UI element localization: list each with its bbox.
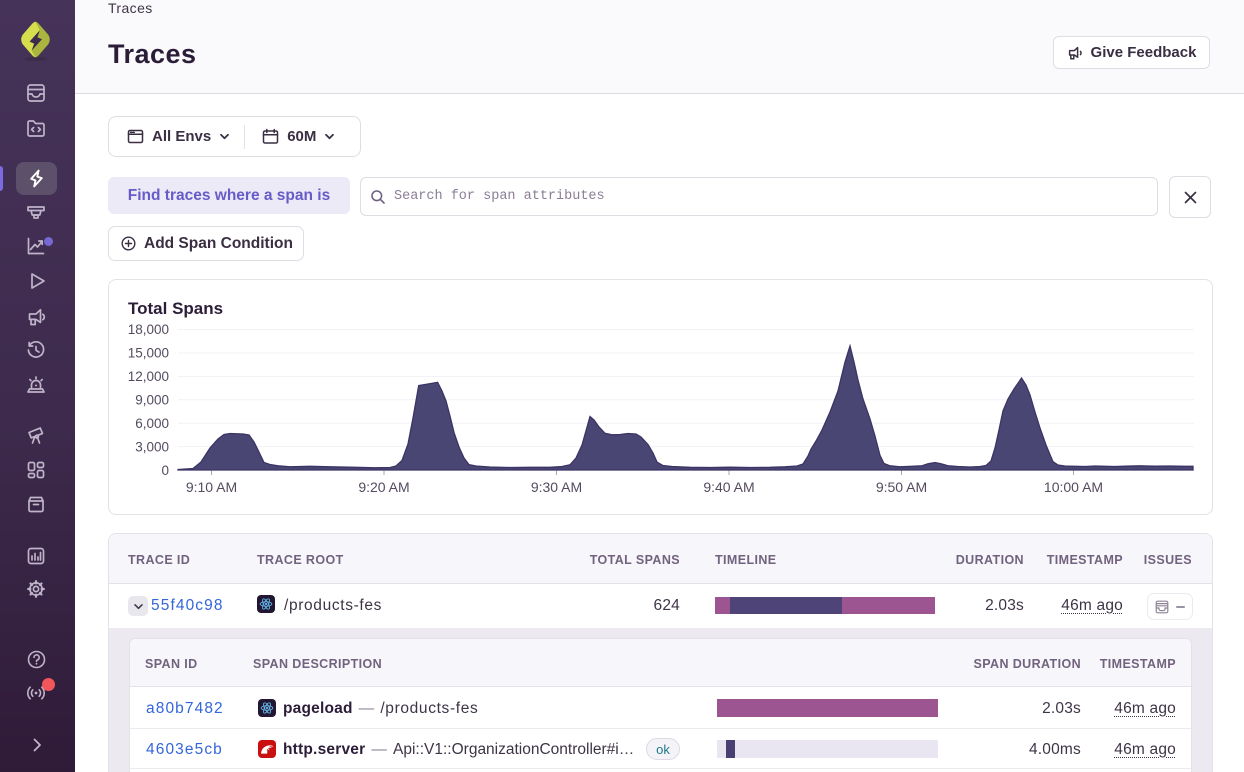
svg-text:3,000: 3,000 <box>135 440 169 455</box>
svg-text:9:10 AM: 9:10 AM <box>186 479 237 495</box>
svg-text:9:30 AM: 9:30 AM <box>531 479 582 495</box>
svg-text:9:40 AM: 9:40 AM <box>703 479 754 495</box>
svg-text:9:20 AM: 9:20 AM <box>358 479 409 495</box>
svg-text:9:50 AM: 9:50 AM <box>876 479 927 495</box>
svg-text:18,000: 18,000 <box>128 322 169 337</box>
svg-text:9,000: 9,000 <box>135 393 169 408</box>
svg-text:Total Spans: Total Spans <box>128 299 223 318</box>
svg-text:0: 0 <box>161 463 169 478</box>
svg-text:12,000: 12,000 <box>128 369 169 384</box>
svg-text:10:00 AM: 10:00 AM <box>1044 479 1103 495</box>
svg-text:6,000: 6,000 <box>135 416 169 431</box>
svg-text:15,000: 15,000 <box>128 346 169 361</box>
